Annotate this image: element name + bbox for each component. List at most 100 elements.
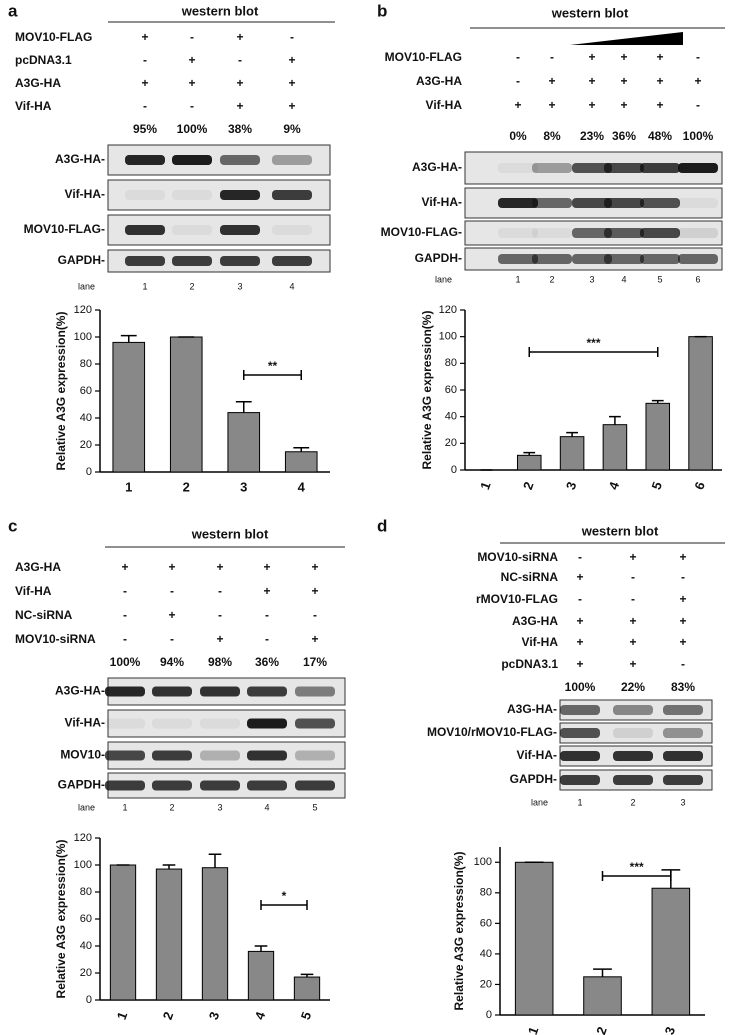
blot-frame (107, 741, 346, 770)
y-axis-label: Relative A3G expression(%) (54, 840, 68, 999)
significance-label: * (282, 889, 287, 903)
blot-band (247, 718, 287, 729)
condition-mark: + (620, 74, 627, 88)
x-tick-label: 3 (563, 480, 580, 492)
condition-mark: - (238, 53, 242, 67)
band-percent: 98% (208, 655, 232, 669)
y-tick-label: 120 (74, 304, 92, 316)
dose-wedge (570, 32, 683, 45)
x-tick-label: 1 (525, 1025, 542, 1035)
condition-mark: + (548, 98, 555, 112)
bar (514, 861, 554, 1016)
row-label: MOV10-FLAG (15, 30, 92, 44)
blot-title: western blot (581, 523, 659, 538)
blot-band (172, 190, 212, 200)
blot-band (532, 228, 572, 238)
x-tick-label: 5 (648, 480, 665, 492)
condition-mark: + (168, 560, 175, 574)
significance-bracket (528, 347, 659, 357)
condition-mark: - (290, 30, 294, 44)
lane-number: 3 (237, 281, 242, 291)
condition-mark: + (629, 657, 636, 671)
panel-letter: b (377, 1, 387, 20)
y-axis-label: Relative A3G expression(%) (452, 852, 466, 1011)
blot-band (640, 198, 680, 208)
condition-mark: + (141, 30, 148, 44)
blot-band (678, 228, 718, 238)
blot-band (604, 228, 644, 238)
row-label: MOV10-FLAG (385, 50, 462, 64)
significance-label: *** (630, 860, 644, 874)
x-tick-label: 1 (114, 1010, 131, 1022)
row-label: Vif-HA (15, 99, 52, 113)
bar (247, 950, 275, 1001)
row-label: rMOV10-FLAG (476, 592, 558, 606)
y-tick-label: 100 (439, 331, 457, 343)
y-tick-label: 20 (445, 437, 457, 449)
row-label: pcDNA3.1 (501, 657, 558, 671)
condition-mark: + (311, 560, 318, 574)
lane-number: 5 (312, 802, 317, 812)
panel-letter: c (8, 516, 17, 535)
condition-mark: - (143, 99, 147, 113)
significance-label: *** (586, 336, 600, 350)
blot-band (613, 775, 653, 785)
condition-mark: + (288, 76, 295, 90)
lane-label: lane (531, 797, 548, 807)
error-bar (120, 334, 137, 343)
condition-mark: - (123, 608, 127, 622)
condition-mark: + (629, 635, 636, 649)
blot-band (152, 780, 192, 791)
lane-label: lane (435, 274, 452, 284)
y-tick-label: 40 (80, 940, 92, 952)
significance-label: ** (268, 359, 278, 373)
blot-band (560, 775, 600, 785)
blot-band (152, 686, 192, 697)
condition-mark: + (576, 614, 583, 628)
blot-label: A3G-HA- (55, 152, 105, 166)
y-tick-label: 120 (439, 304, 457, 316)
y-tick-label: 60 (480, 917, 492, 929)
blot-band (663, 751, 703, 761)
blot-band (560, 728, 600, 738)
error-bar (254, 945, 268, 952)
blot-band (200, 750, 240, 761)
blot-band (640, 163, 680, 173)
blot-label: MOV10/rMOV10-FLAG- (427, 725, 557, 739)
x-tick-label: 4 (606, 479, 623, 492)
bar (602, 424, 628, 471)
condition-mark: - (218, 584, 222, 598)
condition-mark: + (629, 550, 636, 564)
row-label: NC-siRNA (501, 570, 559, 584)
x-tick-label: 3 (662, 1025, 679, 1035)
blot-band (613, 751, 653, 761)
y-tick-label: 20 (80, 967, 92, 979)
blot-band (498, 254, 538, 264)
band-percent: 23% (580, 129, 604, 143)
y-tick-label: 60 (80, 385, 92, 397)
y-tick-label: 80 (80, 358, 92, 370)
condition-mark: + (188, 76, 195, 90)
row-label: MOV10-siRNA (15, 632, 96, 646)
condition-mark: - (190, 99, 194, 113)
condition-mark: + (141, 76, 148, 90)
band-percent: 100% (110, 655, 141, 669)
bar (516, 454, 542, 471)
condition-mark: - (696, 50, 700, 64)
blot-band (105, 750, 145, 761)
lane-label: lane (78, 802, 95, 812)
error-bar (300, 973, 314, 978)
error-bar (162, 864, 176, 870)
condition-mark: + (121, 560, 128, 574)
blot-band (105, 780, 145, 791)
condition-mark: + (168, 608, 175, 622)
row-label: A3G-HA (512, 614, 558, 628)
lane-number: 2 (169, 802, 174, 812)
significance-bracket (243, 370, 302, 380)
condition-mark: - (631, 570, 635, 584)
blot-band (604, 198, 644, 208)
condition-mark: - (313, 608, 317, 622)
condition-mark: + (263, 560, 270, 574)
blot-label: A3G-HA- (412, 160, 462, 174)
condition-mark: + (576, 570, 583, 584)
